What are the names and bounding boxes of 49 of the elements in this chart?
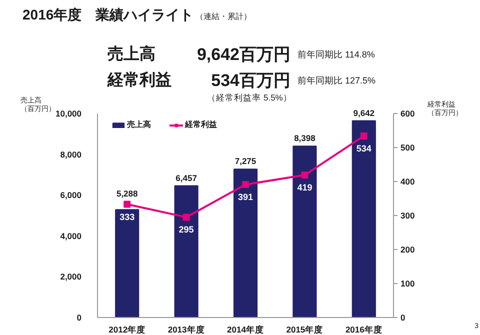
point <box>242 181 249 188</box>
text: 売上高 <box>108 44 156 63</box>
y-tick-label: 0 <box>76 312 82 322</box>
data-label: 391 <box>238 192 254 202</box>
chart-title: 2016年度 業績ハイライト <box>22 6 194 22</box>
x-tick-label: 2016年度 <box>345 324 382 334</box>
data-label: 7,275 <box>234 156 256 166</box>
bar <box>292 146 317 318</box>
legend-label: 売上高 <box>127 119 151 130</box>
point <box>124 200 131 208</box>
data-label: 5,288 <box>116 188 138 198</box>
bar <box>352 120 376 318</box>
text: 前年同期比 114.8% <box>298 50 375 60</box>
chart-subtitle: （連結・累計） <box>196 12 252 21</box>
y-tick-label: 10,000 <box>56 108 82 118</box>
y2-tick-label: 100 <box>400 278 415 288</box>
text: 前年同期比 127.5% <box>298 76 376 86</box>
data-label: 8,398 <box>294 133 316 144</box>
x-tick-label: 2014年度 <box>227 324 264 334</box>
x-tick-label: 2012年度 <box>108 324 146 334</box>
data-label: 419 <box>297 182 312 193</box>
point <box>360 132 368 140</box>
y-tick-label: 6,000 <box>60 190 82 200</box>
y2-tick-label: 0 <box>400 312 406 322</box>
text: （経常利益率 5.5%） <box>207 92 292 102</box>
point <box>301 172 308 179</box>
legend-label: 経常利益 <box>185 119 217 130</box>
y-tick-label: 2,000 <box>60 272 82 282</box>
data-label: 534 <box>356 143 372 154</box>
text: 534百万円 <box>211 71 291 90</box>
bar <box>115 209 140 318</box>
bar <box>174 185 198 318</box>
text: 9,642百万円 <box>196 45 291 64</box>
text: 経常利益 <box>106 71 172 89</box>
y2-tick-label: 500 <box>400 142 415 152</box>
data-label: 295 <box>178 224 194 235</box>
bar <box>233 168 258 318</box>
y-tick-label: 8,000 <box>60 149 82 160</box>
data-label: 6,457 <box>176 172 198 183</box>
y2-tick-label: 600 <box>400 108 415 118</box>
point <box>182 214 190 221</box>
data-label: 333 <box>120 212 135 222</box>
y2-tick-label: 400 <box>400 176 415 186</box>
x-tick-label: 2013年度 <box>168 324 205 334</box>
y2-tick-label: 300 <box>400 210 415 220</box>
y-tick-label: 4,000 <box>60 230 82 241</box>
x-tick-label: 2015年度 <box>286 324 324 334</box>
y2-tick-label: 200 <box>400 244 415 254</box>
data-label: 9,642 <box>353 108 375 118</box>
